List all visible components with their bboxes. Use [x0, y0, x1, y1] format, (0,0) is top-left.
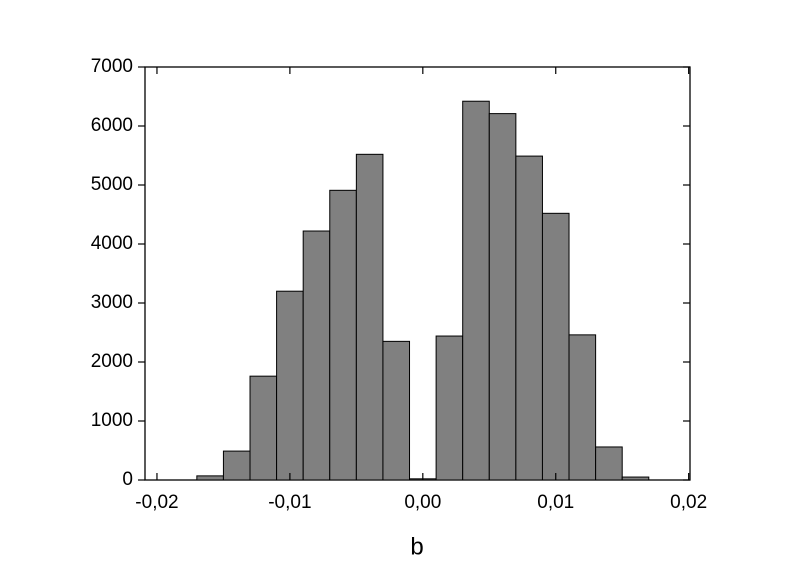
- bar: [222, 450, 251, 481]
- plot-frame: [144, 66, 691, 481]
- bar: [515, 155, 543, 481]
- x-axis-label: b: [410, 533, 423, 560]
- x-tick-label: 0,00: [404, 492, 441, 513]
- y-tick-label: 6000: [91, 115, 133, 136]
- bar: [568, 334, 597, 481]
- y-tick-label: 5000: [91, 174, 133, 195]
- bar: [541, 212, 570, 481]
- y-tick-label: 0: [122, 469, 133, 490]
- bar: [355, 153, 384, 481]
- x-tick-label: 0,02: [670, 492, 707, 513]
- bar: [382, 340, 411, 481]
- bar: [488, 113, 517, 481]
- bar: [595, 446, 623, 481]
- x-tick-label: 0,01: [537, 492, 574, 513]
- bar: [249, 375, 278, 481]
- x-tick-label: -0,01: [268, 492, 311, 513]
- y-tick-label: 7000: [91, 56, 133, 77]
- bar: [276, 290, 304, 481]
- y-tick-label: 1000: [91, 410, 133, 431]
- bar: [196, 475, 224, 481]
- x-tick-label: -0,02: [135, 492, 178, 513]
- bar: [621, 476, 650, 481]
- y-tick-label: 4000: [91, 233, 133, 254]
- bar: [329, 189, 357, 481]
- bar: [435, 335, 464, 481]
- bar: [302, 230, 331, 481]
- y-tick-label: 2000: [91, 351, 133, 372]
- y-tick-label: 3000: [91, 292, 133, 313]
- bar: [462, 100, 490, 481]
